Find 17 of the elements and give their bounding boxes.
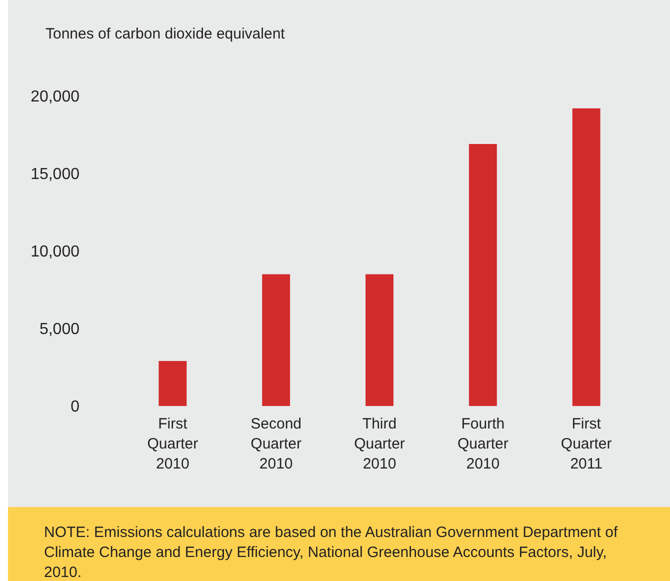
bar: [572, 108, 600, 406]
text: NOTE: Emissions calculations are based on the Australian Government Department of Climate Change and Energy Efficiency, National Greenhouse Accounts Factors, July, 2010.: [8, 507, 670, 581]
y-axis-title: Tonnes of carbon dioxide equivalent: [46, 26, 286, 42]
y-tick-label: 5,000: [39, 321, 80, 338]
bar: [262, 274, 290, 406]
x-tick-label: First Quarter 2011: [560, 416, 612, 472]
x-tick-label: Second Quarter 2010: [250, 416, 302, 472]
x-tick-label: Third Quarter 2010: [354, 416, 405, 472]
bar: [468, 144, 497, 406]
y-tick-label: 10,000: [30, 244, 80, 260]
y-tick-label: 20,000: [30, 88, 80, 106]
x-tick-label: First Quarter 2010: [147, 416, 198, 472]
bar: [366, 274, 394, 406]
bar: [158, 361, 187, 406]
x-tick-label: Fourth Quarter 2010: [457, 416, 508, 472]
y-tick-label: 15,000: [30, 166, 80, 183]
y-tick-label: 0: [70, 398, 80, 416]
